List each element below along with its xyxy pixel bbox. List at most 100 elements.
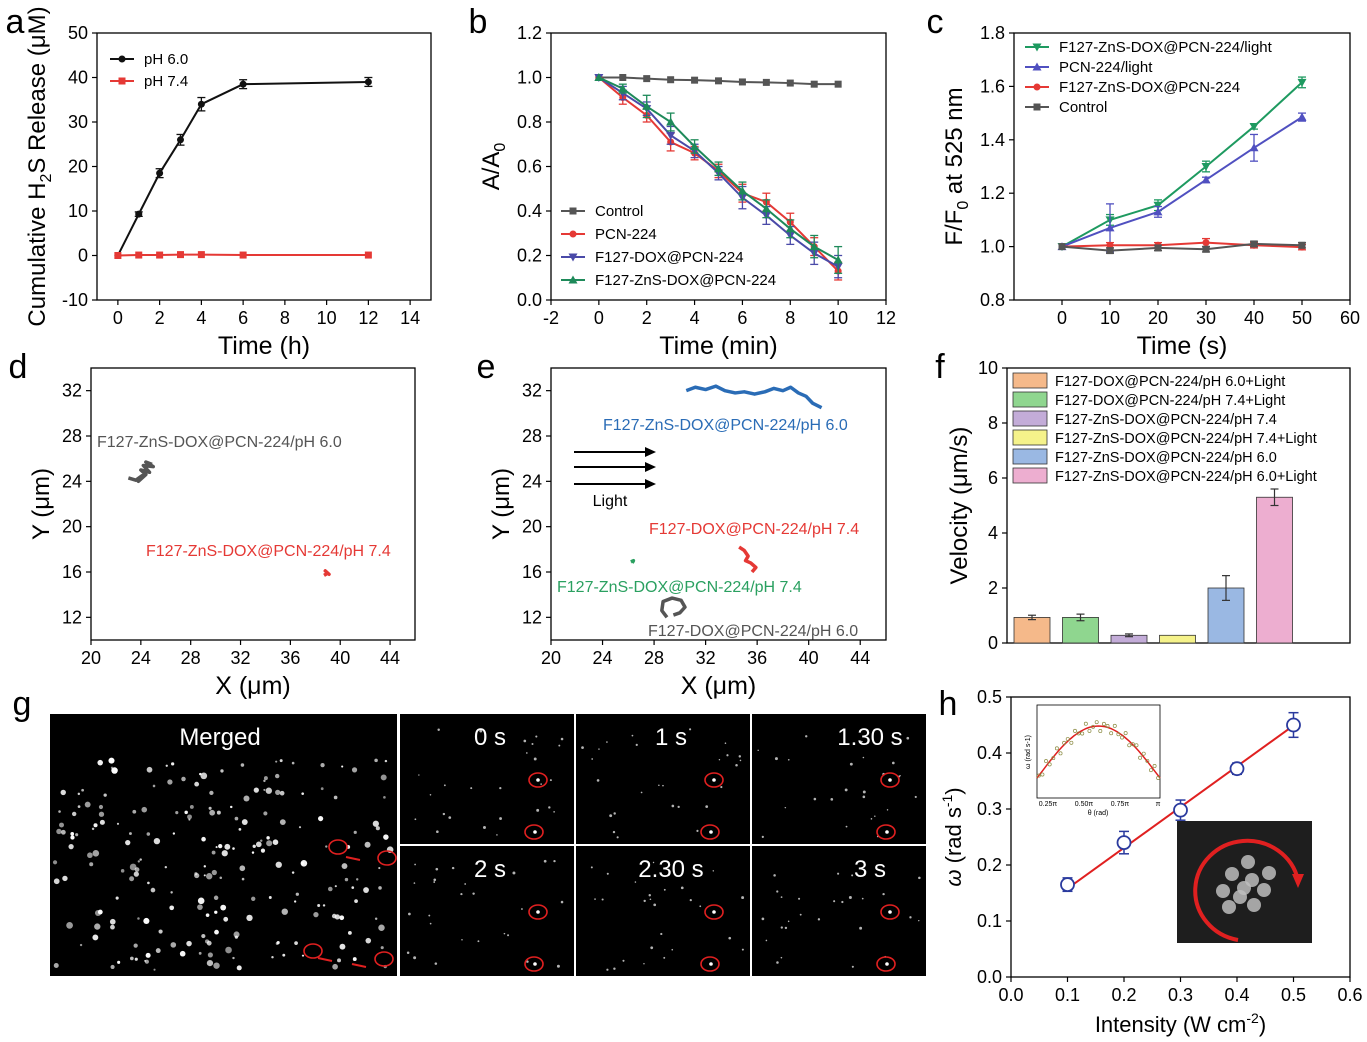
particle-dot	[662, 784, 664, 787]
y-axis-label-part: S Release (μM)	[24, 6, 51, 173]
particle-dot	[671, 804, 675, 808]
particle-dot	[129, 876, 135, 882]
data-point	[1153, 201, 1163, 210]
particle-dot	[150, 887, 156, 893]
particle-dot	[224, 843, 231, 850]
particle-dot	[320, 763, 325, 768]
motion-arrow	[345, 856, 361, 861]
y-tick-label: 1.2	[980, 183, 1005, 203]
particle-dot	[97, 759, 103, 766]
highlight-circle	[880, 772, 900, 788]
particle-dot	[337, 958, 341, 963]
particle-dot	[234, 816, 239, 821]
particle-dot	[116, 822, 120, 825]
series-line	[1061, 81, 1303, 248]
legend-label: F127-ZnS-DOX@PCN-224/light	[1059, 39, 1273, 56]
particle-dot	[631, 734, 634, 737]
particle-dot	[548, 806, 551, 809]
particle-dot	[268, 896, 272, 899]
particle-dot	[179, 950, 186, 957]
highlight-circle	[303, 943, 323, 959]
particle-dot	[205, 913, 210, 917]
y-tick-label: 0.4	[517, 201, 542, 221]
data-point	[1250, 240, 1258, 248]
particle-dot	[153, 837, 161, 845]
particle-dot	[214, 910, 218, 914]
trajectory-label: F127-DOX@PCN-224/pH 7.4	[649, 521, 859, 538]
x-tick-label: 6	[238, 308, 248, 328]
particle-dot	[53, 878, 60, 885]
x-axis-label: X (μm)	[681, 672, 757, 700]
particle-dot	[108, 757, 115, 764]
particle-dot	[780, 956, 783, 959]
series-pcn-224-light	[1057, 112, 1307, 253]
particle-dot	[435, 867, 439, 871]
data-point	[1106, 247, 1114, 255]
particle-dot	[712, 870, 715, 872]
particle-dot	[353, 830, 357, 834]
particle-dot	[849, 762, 853, 766]
particle-dot	[221, 850, 228, 857]
data-point	[156, 169, 164, 177]
particle-dot	[139, 858, 142, 861]
tracked-particle	[888, 778, 892, 782]
particle-dot	[375, 826, 380, 831]
particle-dot	[773, 874, 776, 877]
particle-dot	[211, 869, 217, 876]
particle-dot	[214, 929, 219, 935]
particle-dot	[705, 805, 709, 808]
y-tick-label: 2	[988, 578, 998, 598]
particle-dot	[98, 811, 105, 817]
particle-dot	[239, 865, 246, 872]
particle-dot	[499, 786, 502, 790]
data-point	[239, 80, 247, 88]
inset-point	[1145, 758, 1150, 763]
particle-dot	[383, 796, 386, 799]
particle-dot	[133, 943, 138, 948]
frame-time-label: 2.30 s	[638, 856, 703, 883]
particle-dot	[341, 765, 344, 768]
particle-dot	[313, 911, 319, 918]
x-axis-label-part: )	[1259, 1012, 1266, 1037]
particle-dot	[275, 789, 281, 795]
particle-dot	[275, 942, 279, 946]
particle-dot	[765, 939, 768, 942]
highlight-circle	[876, 956, 896, 972]
y-axis-label-part: Y (μm)	[488, 468, 515, 540]
particle	[1222, 900, 1236, 914]
x-axis-label: X (μm)	[215, 672, 291, 700]
particle-dot	[859, 926, 863, 930]
data-point	[643, 75, 651, 83]
y-axis-label: Velocity (μm/s)	[946, 427, 973, 585]
particle-dot	[294, 900, 297, 903]
particle-dot	[862, 795, 866, 799]
x-tick-label: 12	[876, 308, 896, 328]
particle-dot	[209, 809, 216, 816]
particle-dot	[266, 840, 273, 847]
x-axis-label: Intensity (W cm-2)	[1095, 1010, 1266, 1037]
particle-dot	[110, 924, 115, 930]
particle-dot	[418, 774, 420, 776]
particle-dot	[906, 736, 910, 740]
x-tick-label: 0.4	[1224, 985, 1249, 1005]
data-point	[666, 131, 676, 140]
y-tick-label: 50	[68, 23, 88, 43]
inset-point	[1083, 721, 1088, 726]
particle-dot	[68, 843, 74, 850]
y-tick-label: 1.6	[980, 76, 1005, 96]
x-tick-label: 44	[850, 648, 870, 668]
rotation-arrow-arc	[1193, 838, 1300, 942]
particle-dot	[472, 892, 475, 895]
particle-dot	[294, 941, 298, 945]
particle	[1257, 883, 1271, 897]
y-tick-label: 0.1	[977, 911, 1002, 931]
inset-point	[1054, 746, 1059, 751]
particle-dot	[211, 850, 216, 855]
data-point	[1201, 163, 1211, 171]
particle-dot	[115, 896, 119, 900]
particle-dot	[291, 871, 295, 874]
particle-dot	[436, 830, 439, 834]
x-tick-label: 14	[400, 308, 420, 328]
frame-image	[400, 714, 574, 844]
particle-dot	[845, 825, 848, 828]
